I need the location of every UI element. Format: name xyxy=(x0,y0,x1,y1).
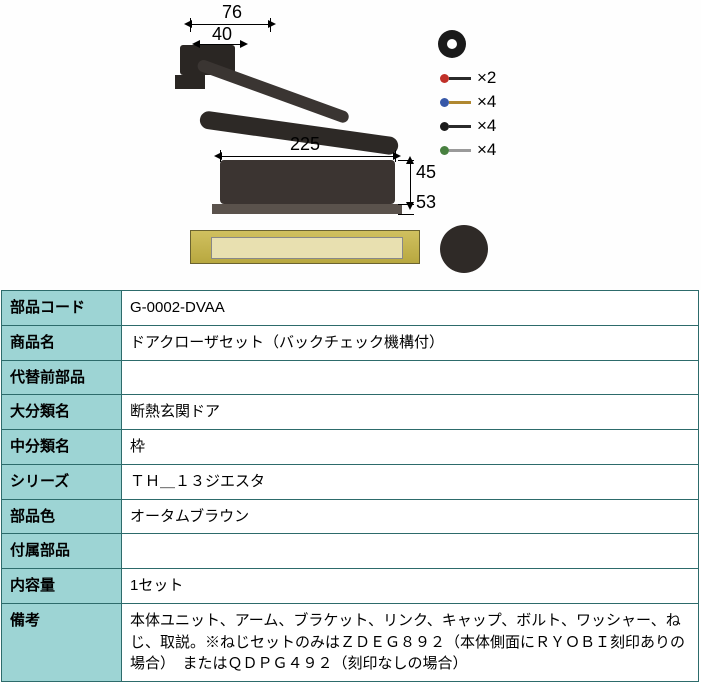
closer-body-shape xyxy=(220,160,395,204)
product-diagram: 76 40 225 45 53 ×2 ×4 ×4 ×4 xyxy=(0,0,701,290)
cap-shape xyxy=(440,225,488,273)
hardware-row: ×4 xyxy=(440,116,496,136)
table-row: 内容量1セット xyxy=(2,569,699,604)
table-row: 中分類名枠 xyxy=(2,430,699,465)
hardware-row: ×4 xyxy=(440,140,496,160)
table-row: 商品名ドアクローザセット（バックチェック機構付） xyxy=(2,325,699,360)
table-row: 部品色オータムブラウン xyxy=(2,499,699,534)
washer-shape xyxy=(438,30,466,58)
table-row: 大分類名断熱玄関ドア xyxy=(2,395,699,430)
spec-label: 内容量 xyxy=(2,569,122,604)
hardware-qty: ×4 xyxy=(477,116,496,136)
dim-body-height: 45 xyxy=(416,162,436,183)
hardware-row: ×2 xyxy=(440,68,496,88)
dim-body-length: 225 xyxy=(290,134,320,155)
spec-label: 備考 xyxy=(2,603,122,681)
spec-value xyxy=(122,360,699,395)
table-row: 備考本体ユニット、アーム、ブラケット、リンク、キャップ、ボルト、ワッシャー、ねじ… xyxy=(2,603,699,681)
dim-bracket-inner: 40 xyxy=(212,24,232,45)
screw-icon xyxy=(440,146,471,155)
spec-label: 大分類名 xyxy=(2,395,122,430)
dim-bracket-outer: 76 xyxy=(222,2,242,23)
hardware-qty: ×2 xyxy=(477,68,496,88)
spec-value: 枠 xyxy=(122,430,699,465)
spec-value: ドアクローザセット（バックチェック機構付） xyxy=(122,325,699,360)
spec-value: 1セット xyxy=(122,569,699,604)
screw-icon xyxy=(440,74,471,83)
mount-plate-shape xyxy=(190,230,420,264)
screw-icon xyxy=(440,122,471,131)
hardware-qty: ×4 xyxy=(477,92,496,112)
spec-value xyxy=(122,534,699,569)
table-row: 代替前部品 xyxy=(2,360,699,395)
table-row: 付属部品 xyxy=(2,534,699,569)
spec-label: 商品名 xyxy=(2,325,122,360)
table-row: 部品コードG-0002-DVAA xyxy=(2,291,699,326)
spec-value: G-0002-DVAA xyxy=(122,291,699,326)
hardware-qty: ×4 xyxy=(477,140,496,160)
spec-label: 部品コード xyxy=(2,291,122,326)
spec-label: 付属部品 xyxy=(2,534,122,569)
spec-label: 中分類名 xyxy=(2,430,122,465)
table-row: シリーズＴＨ＿１３ジエスタ xyxy=(2,464,699,499)
spec-value: ＴＨ＿１３ジエスタ xyxy=(122,464,699,499)
spec-table: 部品コードG-0002-DVAA商品名ドアクローザセット（バックチェック機構付）… xyxy=(1,290,699,682)
spec-value: 断熱玄関ドア xyxy=(122,395,699,430)
spec-value: 本体ユニット、アーム、ブラケット、リンク、キャップ、ボルト、ワッシャー、ねじ、取… xyxy=(122,603,699,681)
screw-icon xyxy=(440,98,471,107)
spec-label: 代替前部品 xyxy=(2,360,122,395)
spec-label: 部品色 xyxy=(2,499,122,534)
spec-value: オータムブラウン xyxy=(122,499,699,534)
hardware-row: ×4 xyxy=(440,92,496,112)
spec-label: シリーズ xyxy=(2,464,122,499)
dim-body-depth: 53 xyxy=(416,192,436,213)
